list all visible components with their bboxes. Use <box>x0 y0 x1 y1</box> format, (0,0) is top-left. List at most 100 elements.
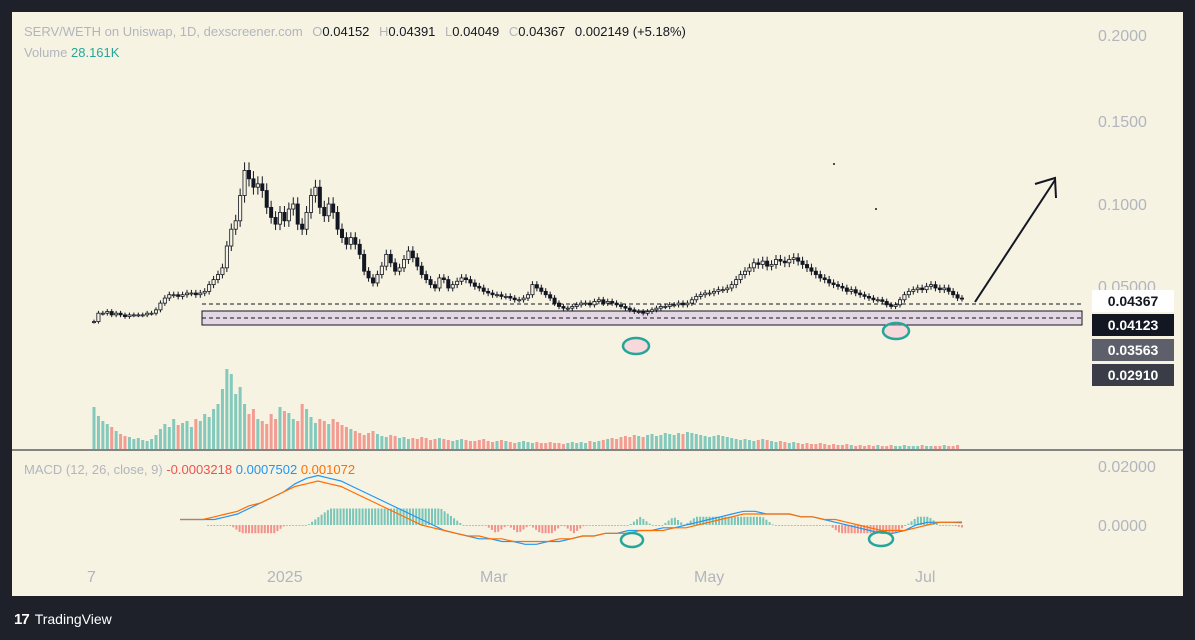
candle-body[interactable] <box>295 203 300 225</box>
candle-body[interactable] <box>933 284 938 289</box>
candle-body[interactable] <box>348 237 353 245</box>
candle-body[interactable] <box>552 297 557 304</box>
candle-body[interactable] <box>751 262 756 269</box>
candle-body[interactable] <box>809 267 814 272</box>
candle-body[interactable] <box>827 279 832 284</box>
candle-body[interactable] <box>623 306 628 309</box>
candle-body[interactable] <box>632 309 637 312</box>
candle-body[interactable] <box>867 295 872 299</box>
candle-body[interactable] <box>477 285 482 289</box>
macd-legend[interactable]: MACD (12, 26, close, 9) -0.0003218 0.000… <box>24 462 355 477</box>
candle-body[interactable] <box>211 279 216 286</box>
candle-body[interactable] <box>889 304 894 307</box>
candle-body[interactable] <box>468 279 473 284</box>
candle-body[interactable] <box>791 257 796 260</box>
candle-body[interactable] <box>565 307 570 310</box>
candle-body[interactable] <box>858 292 863 296</box>
candle-body[interactable] <box>118 312 123 316</box>
candle-body[interactable] <box>650 309 655 312</box>
candle-body[interactable] <box>508 295 513 299</box>
candle-body[interactable] <box>694 295 699 301</box>
candle-body[interactable] <box>915 287 920 291</box>
candle-body[interactable] <box>681 302 686 306</box>
candle-body[interactable] <box>255 183 260 188</box>
candle-body[interactable] <box>184 292 189 296</box>
candle-body[interactable] <box>109 311 114 316</box>
candle-body[interactable] <box>273 217 278 225</box>
candle-body[interactable] <box>592 301 597 306</box>
candle-body[interactable] <box>220 267 225 275</box>
candle-body[interactable] <box>530 284 535 296</box>
candle-body[interactable] <box>419 265 424 275</box>
candle-body[interactable] <box>880 299 885 302</box>
candle-body[interactable] <box>96 312 101 323</box>
candle-body[interactable] <box>189 292 194 295</box>
candle-body[interactable] <box>946 287 951 292</box>
candle-body[interactable] <box>264 190 269 208</box>
candle-body[interactable] <box>512 297 517 301</box>
chart-canvas[interactable]: 0.2000 0.1500 0.1000 0.05000 0.02000 0.0… <box>12 12 1183 596</box>
highlight-ellipse-low-1[interactable] <box>621 336 651 356</box>
candle-body[interactable] <box>481 287 486 292</box>
candle-body[interactable] <box>335 211 340 230</box>
candle-body[interactable] <box>689 299 694 304</box>
candle-body[interactable] <box>743 270 748 275</box>
candle-body[interactable] <box>548 294 553 299</box>
candle-body[interactable] <box>778 259 783 262</box>
candle-body[interactable] <box>818 274 823 279</box>
candle-body[interactable] <box>114 312 119 316</box>
candle-body[interactable] <box>446 279 451 289</box>
candle-body[interactable] <box>906 290 911 296</box>
candle-body[interactable] <box>415 257 420 267</box>
price-legend[interactable]: SERV/WETH on Uniswap, 1D, dexscreener.co… <box>24 24 692 39</box>
candle-body[interactable] <box>703 292 708 296</box>
candle-body[interactable] <box>105 311 110 314</box>
candle-body[interactable] <box>924 285 929 291</box>
candle-body[interactable] <box>459 277 464 282</box>
candle-body[interactable] <box>667 304 672 307</box>
candle-body[interactable] <box>898 299 903 306</box>
highlight-ellipse-macd-1[interactable] <box>619 531 645 549</box>
candle-body[interactable] <box>450 284 455 289</box>
candle-body[interactable] <box>725 287 730 291</box>
candle-body[interactable] <box>698 294 703 297</box>
candle-body[interactable] <box>875 299 880 302</box>
upward-arrow-head[interactable] <box>1034 176 1057 199</box>
candle-body[interactable] <box>720 289 725 292</box>
candle-body[interactable] <box>410 250 415 259</box>
candle-body[interactable] <box>641 311 646 314</box>
candle-body[interactable] <box>884 301 889 306</box>
upward-arrow-line[interactable] <box>974 179 1056 303</box>
candle-body[interactable] <box>198 292 203 296</box>
candle-body[interactable] <box>384 253 389 267</box>
candle-body[interactable] <box>370 277 375 284</box>
candle-body[interactable] <box>672 304 677 307</box>
candle-body[interactable] <box>601 299 606 304</box>
candle-body[interactable] <box>238 195 243 222</box>
candle-body[interactable] <box>557 302 562 307</box>
candle-body[interactable] <box>862 294 867 297</box>
candle-body[interactable] <box>362 253 367 272</box>
candle-body[interactable] <box>291 203 296 210</box>
candle-body[interactable] <box>774 259 779 265</box>
candle-body[interactable] <box>202 290 207 294</box>
candle-body[interactable] <box>339 228 344 238</box>
candle-body[interactable] <box>131 314 136 317</box>
candle-body[interactable] <box>610 301 615 304</box>
candle-body[interactable] <box>787 259 792 264</box>
candle-body[interactable] <box>822 277 827 281</box>
candle-body[interactable] <box>920 287 925 291</box>
candle-body[interactable] <box>486 290 491 294</box>
candle-body[interactable] <box>463 277 468 281</box>
candle-body[interactable] <box>353 237 358 245</box>
candle-body[interactable] <box>233 220 238 230</box>
candle-body[interactable] <box>322 206 327 217</box>
candle-body[interactable] <box>840 285 845 289</box>
candle-body[interactable] <box>406 250 411 260</box>
candle-body[interactable] <box>424 274 429 280</box>
candle-body[interactable] <box>282 211 287 222</box>
candle-body[interactable] <box>437 277 442 289</box>
candle-body[interactable] <box>167 294 172 299</box>
candle-body[interactable] <box>942 287 947 291</box>
candle-body[interactable] <box>805 264 810 269</box>
